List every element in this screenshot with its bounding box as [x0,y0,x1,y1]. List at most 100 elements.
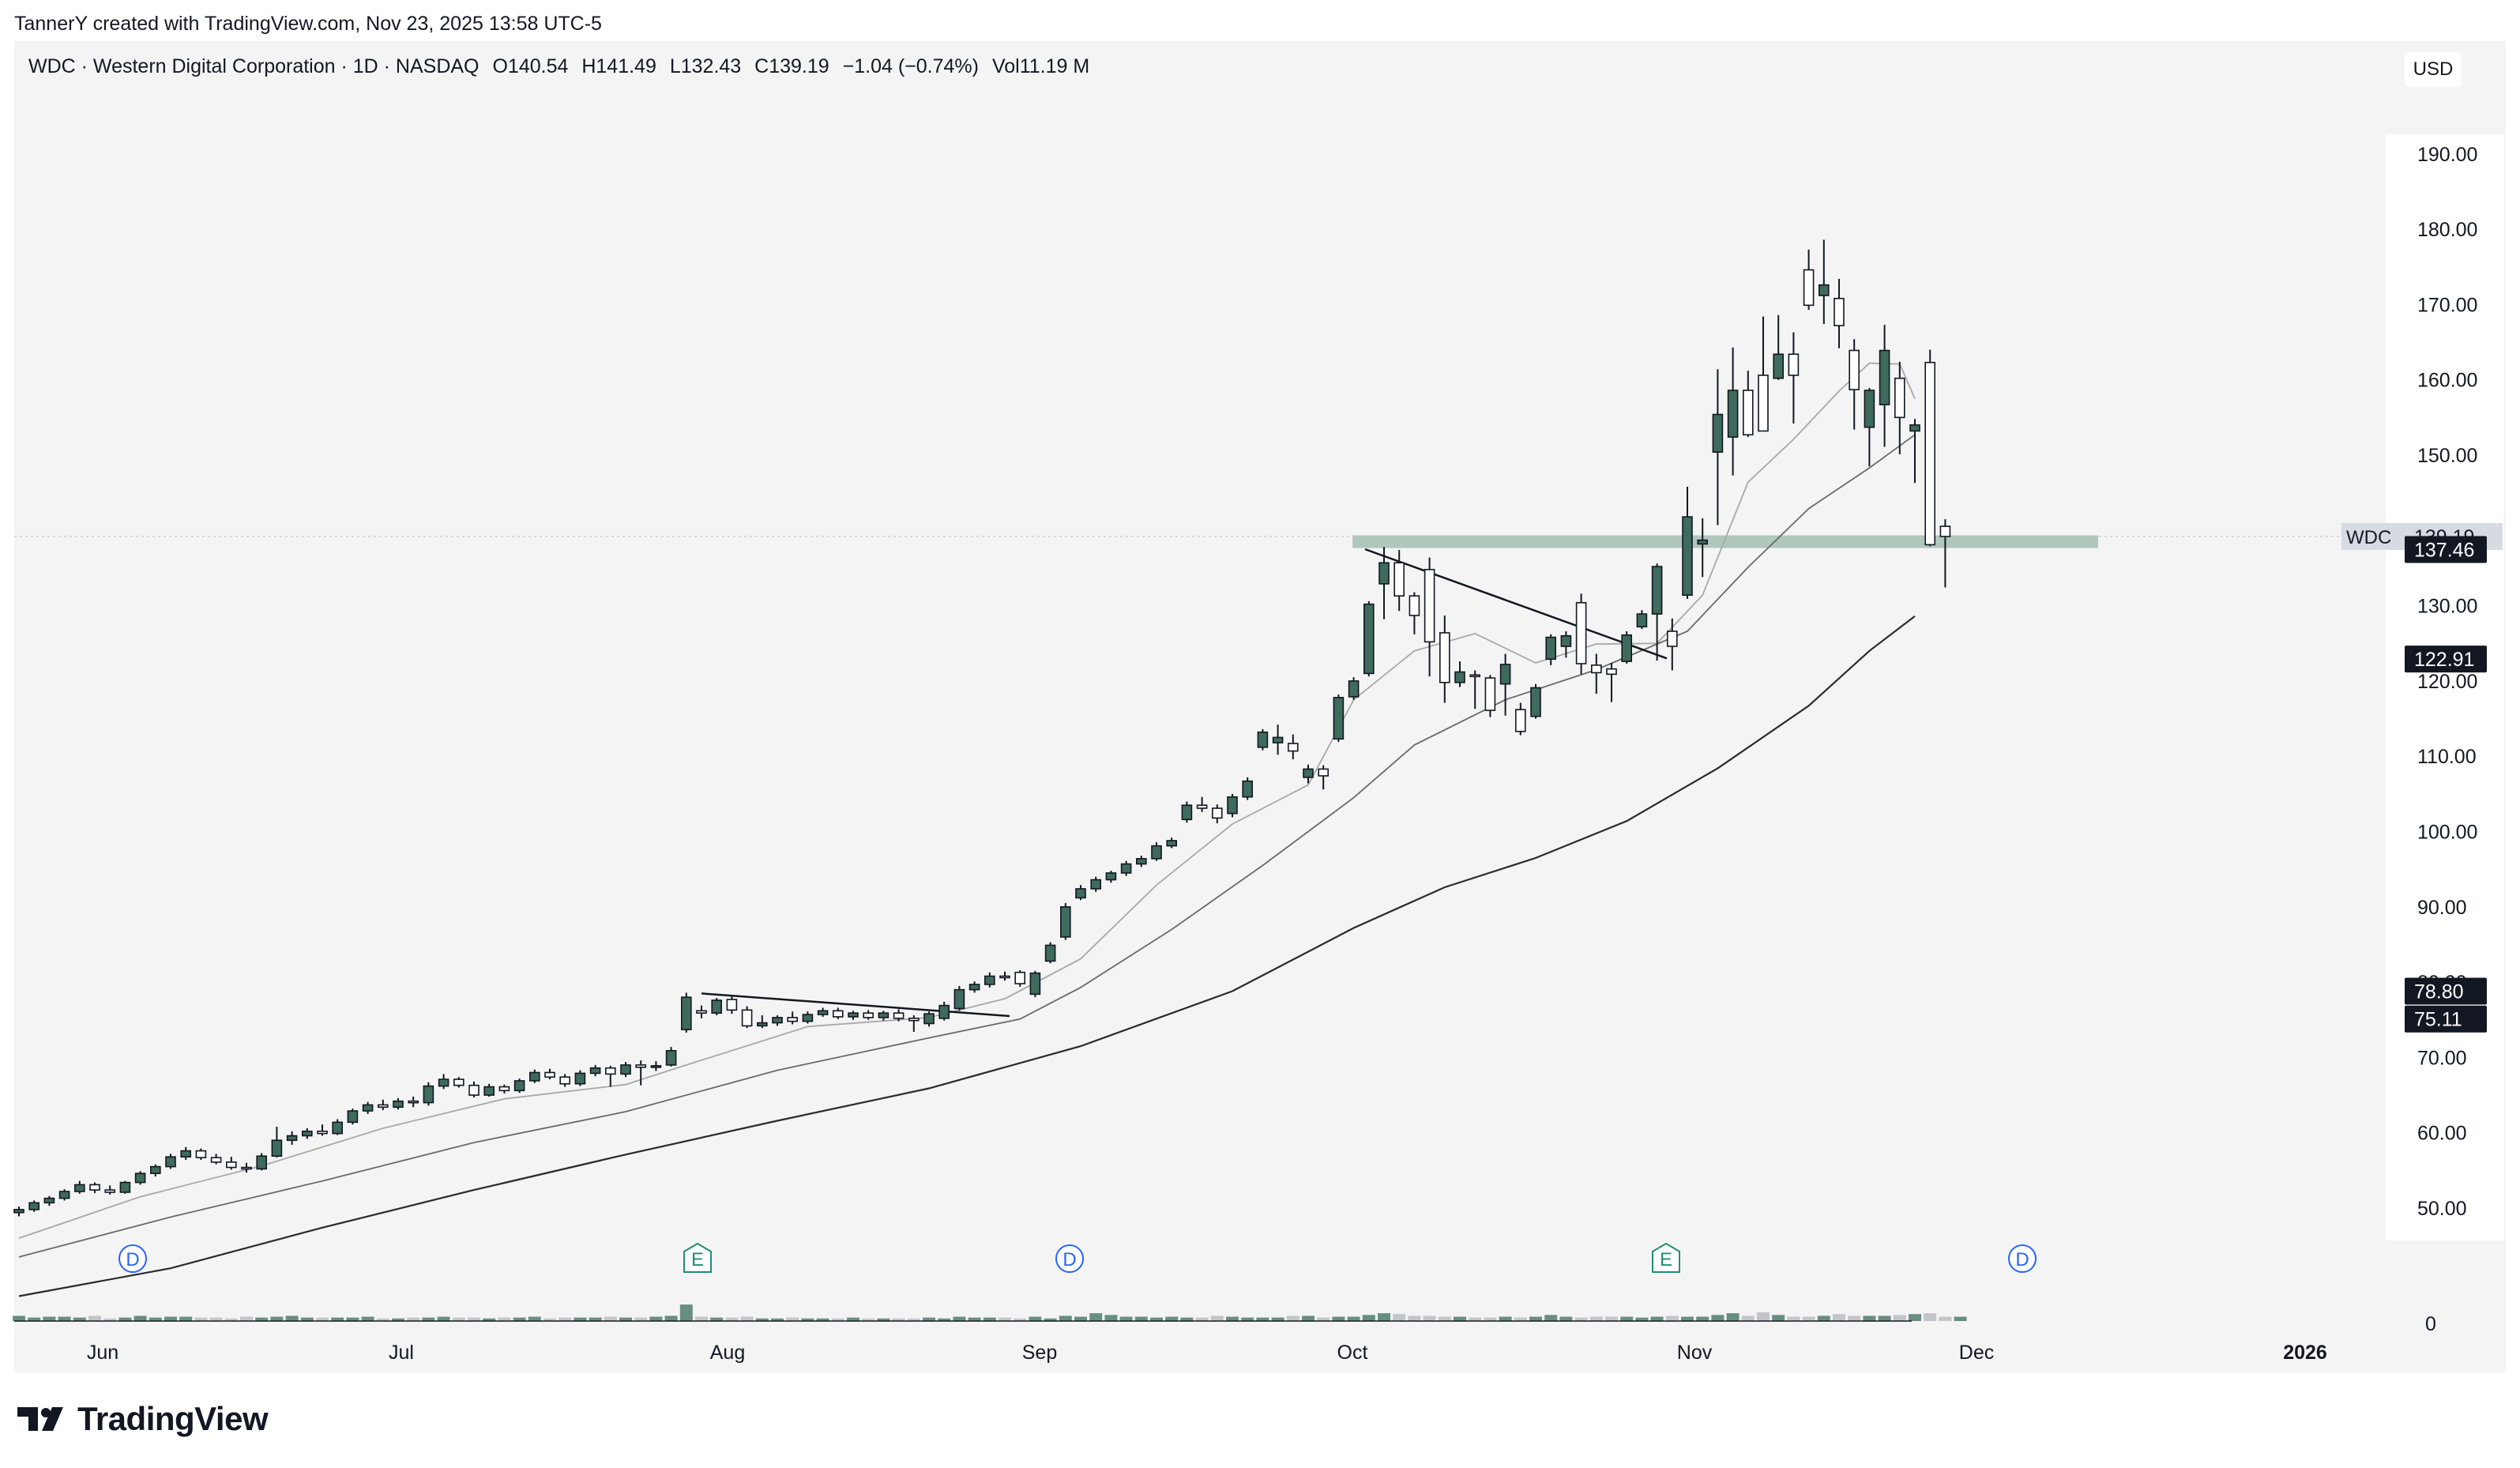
candle-body [726,999,738,1011]
candle-body [1090,879,1101,890]
candle [165,1154,176,1169]
candle-body [528,1071,540,1082]
volume-bar [255,1317,269,1321]
event-marker-label: E [691,1249,704,1270]
candle-body [1697,539,1708,545]
candle-body [1318,768,1329,777]
volume-bar [1787,1316,1800,1321]
candle [635,1060,647,1086]
symbol-title[interactable]: WDC · Western Digital Corporation · 1D ·… [28,55,480,77]
candle-body [817,1010,829,1015]
candle-body [483,1086,495,1096]
candle [453,1077,465,1088]
candle-body [1727,390,1739,438]
candle-body [650,1065,662,1068]
candle-body [1242,780,1253,798]
volume-bar [1817,1316,1830,1321]
volume-bar [1833,1314,1845,1321]
candle-body [787,1017,799,1022]
volume-bar [58,1316,71,1321]
volume-bar [1302,1316,1315,1321]
candle [1606,663,1617,702]
candle-body [453,1078,465,1086]
volume-bar [1226,1316,1239,1321]
price-badge-bg [2405,536,2487,563]
candle-body [1151,845,1162,860]
event-marker-D[interactable]: D [2008,1244,2037,1273]
currency-button[interactable]: USD [2405,52,2462,87]
candle [848,1011,859,1020]
candle [1773,314,1784,380]
candle [1924,349,1935,547]
candle [1834,278,1845,348]
candle [13,1206,24,1217]
volume-bar [1286,1316,1299,1321]
candle [969,981,980,993]
candle-body [317,1130,328,1135]
volume-bar [1802,1316,1815,1321]
candle-body [1394,562,1405,597]
chart-pane[interactable] [14,41,2506,1373]
event-marker-D[interactable]: D [1055,1244,1084,1273]
time-axis-label: Jun [87,1342,118,1364]
candle-body [1196,804,1208,809]
candle [893,1009,905,1022]
candle [1212,804,1223,824]
candle-body [1773,353,1784,379]
volume-bar [422,1317,435,1321]
volume-bar [847,1317,859,1321]
candle-body [13,1209,24,1214]
volume-bar [1332,1316,1345,1321]
tradingview-logo[interactable]: TradingView [17,1400,269,1438]
price-badge-value: 78.80 [2414,981,2464,1003]
volume-bar [816,1318,829,1321]
candle-body [848,1012,859,1018]
candle-body [1758,375,1769,432]
candle-body [271,1139,283,1157]
price-axis-label: 170.00 [2417,294,2477,316]
trendline [1364,548,1668,660]
volume-bar [1696,1316,1709,1321]
volume-bar [679,1304,693,1321]
volume-bar [664,1316,678,1321]
candle-body [1924,361,1935,546]
volume-bar [285,1316,299,1321]
symbol-label: WDC [2346,527,2391,548]
volume-bar [270,1316,284,1321]
candle [741,1006,753,1029]
candle-body [1743,390,1754,436]
candle-body [1378,562,1390,585]
volume-bar [1559,1316,1573,1321]
candle [1743,371,1754,438]
volume-bar [604,1316,617,1321]
candle [74,1180,85,1194]
candle-body [1849,349,1860,390]
candle-body [74,1184,85,1192]
candle-body [1636,613,1648,628]
price-axis-label: 50.00 [2417,1198,2467,1220]
volume-bar [452,1317,465,1321]
candle [1697,518,1708,578]
candle [271,1127,283,1158]
candle [1591,653,1602,694]
volume-bar [407,1317,420,1321]
volume-bar [209,1317,223,1321]
event-marker-D[interactable]: D [118,1244,147,1273]
candle-body [134,1173,146,1184]
volume-bar [73,1317,86,1321]
candle [134,1171,146,1185]
event-marker-E[interactable]: E [1652,1242,1680,1273]
candle-body [1105,872,1117,881]
price-badge-bg [2405,646,2487,673]
candle-body [1864,390,1875,428]
candle [1227,793,1238,818]
event-marker-E[interactable]: E [683,1242,712,1273]
candle [1105,871,1117,883]
volume-bar [483,1318,496,1321]
volume-bar [1635,1317,1649,1321]
price-axis-label: 150.00 [2417,445,2477,467]
candle-body [256,1155,268,1170]
volume-bar [1014,1318,1027,1321]
candle [650,1061,662,1071]
